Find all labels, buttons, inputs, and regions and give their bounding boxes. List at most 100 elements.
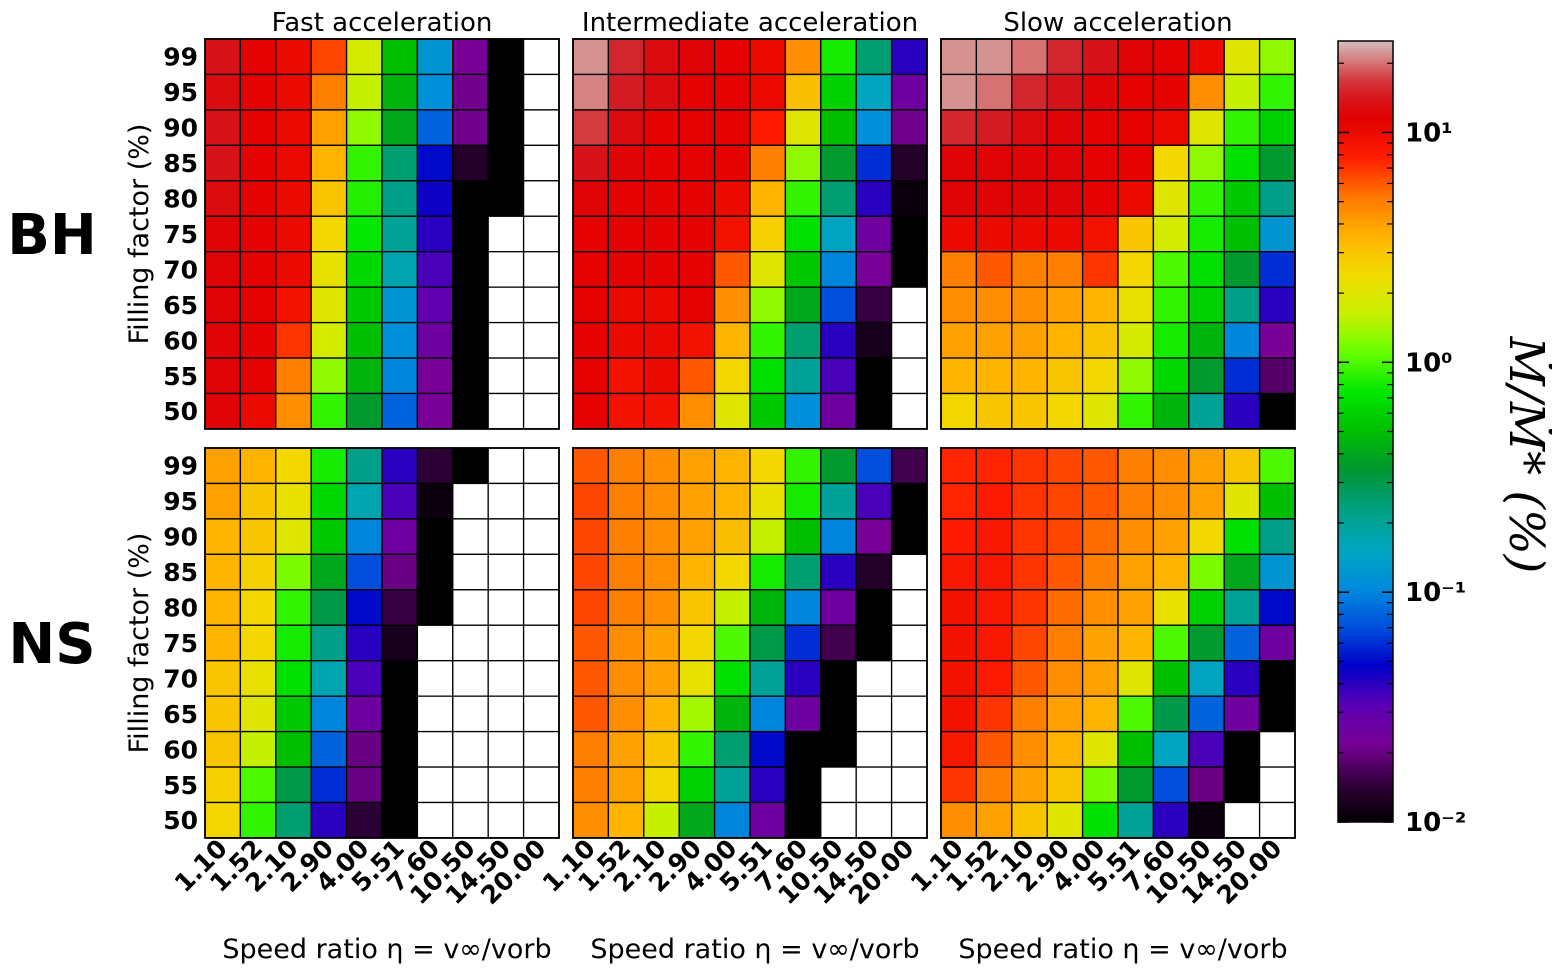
heatmap-cell	[1117, 357, 1155, 395]
heatmap-cell	[1011, 766, 1048, 804]
heatmap-cell	[1081, 553, 1119, 591]
heatmap-cell	[713, 766, 751, 804]
y-tick-label: 80	[163, 185, 198, 214]
heatmap-cell	[275, 553, 312, 591]
heatmap-cell	[1223, 624, 1261, 662]
heatmap-cell	[1223, 801, 1261, 839]
heatmap-cell	[1223, 73, 1261, 111]
heatmap-cell	[1223, 321, 1261, 359]
heatmap-cell	[1117, 321, 1155, 359]
heatmap-cell	[416, 286, 454, 324]
heatmap-cell	[749, 801, 787, 839]
heatmap-cell	[1081, 730, 1119, 768]
heatmap-cell	[1011, 447, 1048, 485]
heatmap-cell	[1081, 589, 1119, 626]
heatmap-cell	[1223, 251, 1261, 288]
heatmap-cell	[713, 215, 751, 253]
heatmap-cell	[1046, 392, 1084, 430]
heatmap-cell	[784, 553, 822, 591]
heatmap-cell	[1117, 286, 1155, 324]
heatmap-cell	[890, 38, 928, 76]
heatmap-cell	[345, 447, 383, 485]
heatmap-cell	[522, 357, 560, 395]
heatmap-cell	[1223, 392, 1261, 430]
heatmap-cell	[1011, 321, 1048, 359]
heatmap-cell	[940, 357, 978, 395]
heatmap-cell	[452, 109, 489, 147]
heatmap-cell	[713, 730, 751, 768]
heatmap-cell	[1258, 553, 1296, 591]
heatmap-cell	[855, 801, 893, 839]
heatmap-cell	[381, 518, 419, 556]
heatmap-cell	[855, 447, 893, 485]
heatmap-cell	[416, 357, 454, 395]
heatmap-cell	[487, 766, 525, 804]
heatmap-cell	[1081, 447, 1119, 485]
heatmap-cell	[1258, 109, 1296, 147]
heatmap-cell	[784, 321, 822, 359]
heatmap-cell	[1117, 447, 1155, 485]
heatmap-cell	[1117, 215, 1155, 253]
heatmap-cell	[522, 801, 560, 839]
heatmap-cell	[487, 286, 525, 324]
heatmap-cell	[345, 482, 383, 520]
heatmap-cell	[416, 553, 454, 591]
heatmap-cell	[204, 730, 242, 768]
heatmap-cell	[975, 624, 1013, 662]
heatmap-cell	[1117, 553, 1155, 591]
heatmap-cell	[855, 766, 893, 804]
heatmap-cell	[784, 215, 822, 253]
heatmap-cell	[820, 73, 857, 111]
heatmap-cell	[381, 180, 419, 217]
heatmap-cell	[1152, 251, 1190, 288]
panel-title: Intermediate acceleration	[582, 8, 918, 38]
heatmap-cell	[820, 695, 857, 733]
heatmap-cell	[713, 660, 751, 697]
heatmap-cell	[940, 695, 978, 733]
heatmap-cell	[713, 553, 751, 591]
heatmap-cell	[204, 447, 242, 485]
y-tick-label: 99	[163, 43, 198, 72]
heatmap-cell	[1223, 518, 1261, 556]
heatmap-cell	[522, 73, 560, 111]
heatmap-cell	[643, 766, 680, 804]
heatmap-cell	[1223, 38, 1261, 76]
heatmap-cell	[1258, 392, 1296, 430]
heatmap-cell	[1081, 109, 1119, 147]
heatmap-cell	[310, 801, 348, 839]
heatmap-cell	[855, 392, 893, 430]
heatmap-cell	[1258, 518, 1296, 556]
heatmap-cell	[1011, 392, 1048, 430]
heatmap-cell	[820, 357, 857, 395]
heatmap-cell	[784, 251, 822, 288]
heatmap-cell	[416, 38, 454, 76]
heatmap-cell	[345, 624, 383, 662]
heatmap-cell	[820, 766, 857, 804]
heatmap-cell	[607, 482, 645, 520]
y-tick-label: 55	[163, 771, 198, 800]
heatmap-cell	[239, 321, 277, 359]
heatmap-cell	[855, 215, 893, 253]
heatmap-cell	[607, 801, 645, 839]
heatmap-cell	[607, 766, 645, 804]
heatmap-cell	[522, 518, 560, 556]
heatmap-cell	[1081, 695, 1119, 733]
heatmap-cell	[1223, 180, 1261, 217]
heatmap-cell	[890, 215, 928, 253]
heatmap-cell	[239, 286, 277, 324]
heatmap-cell	[345, 801, 383, 839]
heatmap-cell	[1046, 215, 1084, 253]
heatmap-cell	[452, 38, 489, 76]
heatmap-cell	[1011, 589, 1048, 626]
heatmap-cell	[678, 730, 716, 768]
heatmap-cell	[522, 321, 560, 359]
heatmap-cell	[784, 73, 822, 111]
heatmap-cell	[452, 215, 489, 253]
heatmap-cell	[381, 215, 419, 253]
heatmap-cell	[239, 144, 277, 182]
heatmap-cell	[345, 766, 383, 804]
heatmap-cell	[1046, 730, 1084, 768]
heatmap-cell	[381, 695, 419, 733]
heatmap-cell	[1152, 766, 1190, 804]
panel-title: Fast acceleration	[272, 8, 493, 38]
